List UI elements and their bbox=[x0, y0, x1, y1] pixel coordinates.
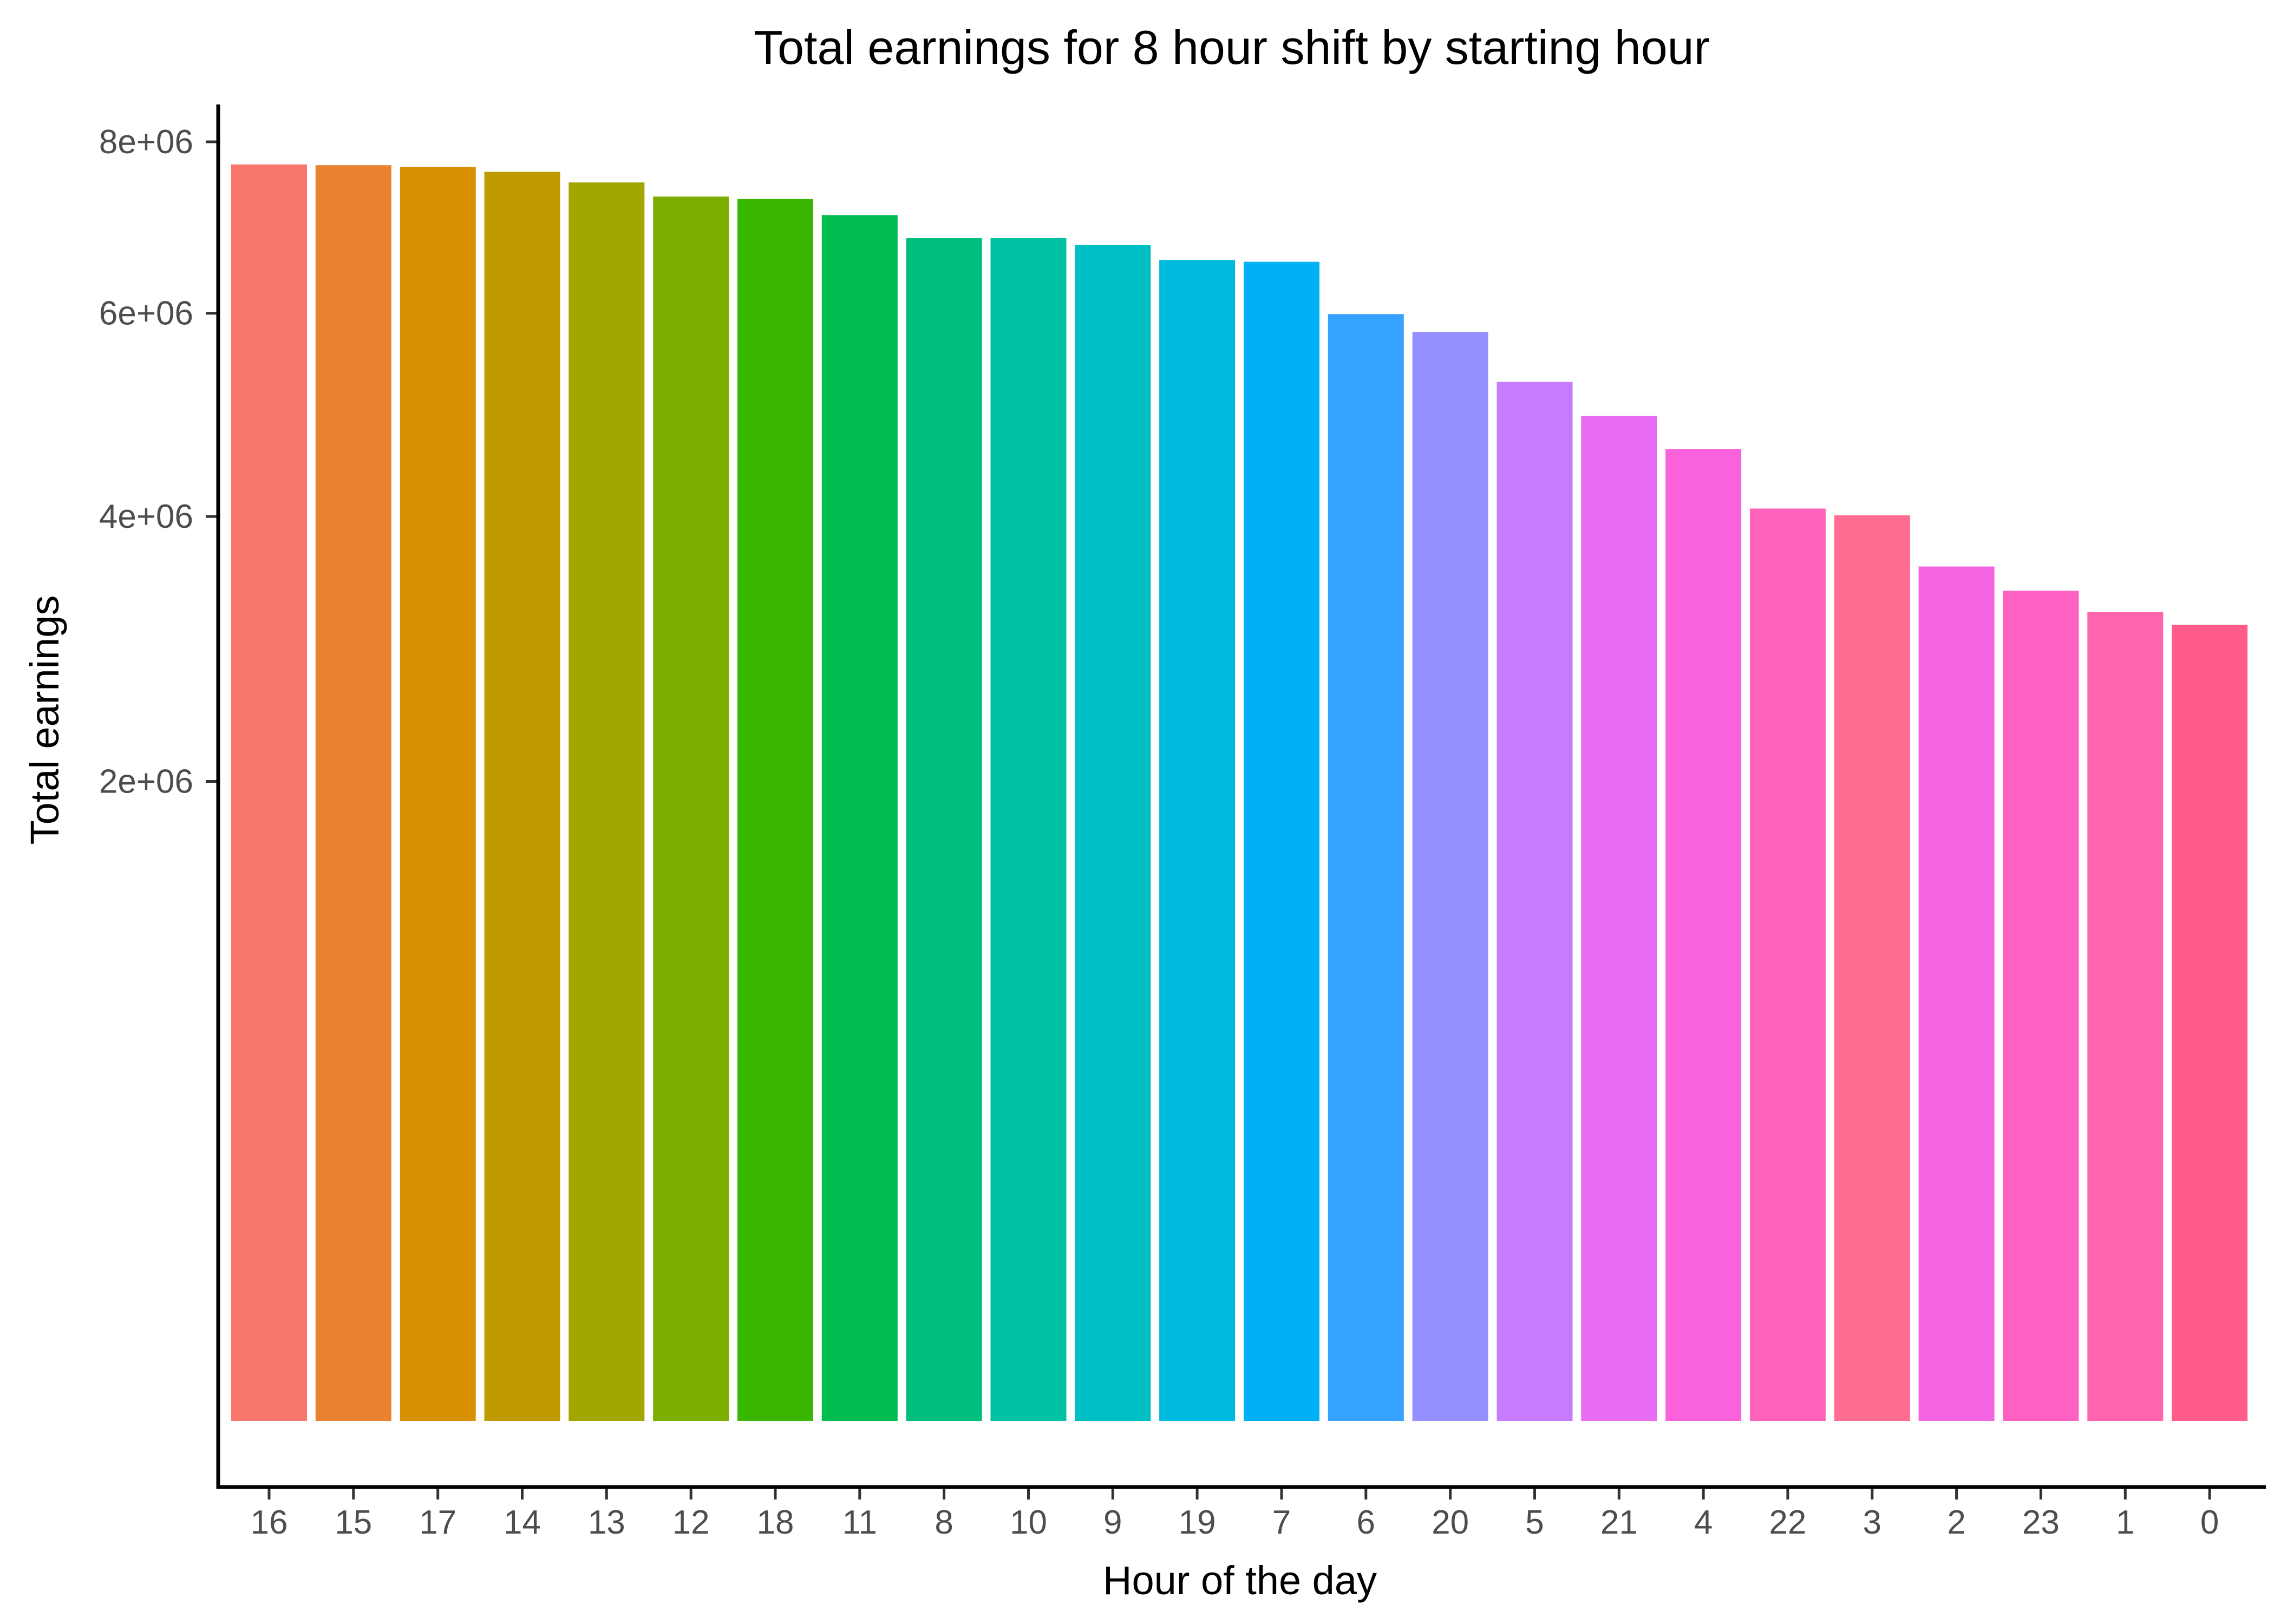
bar-hour-21 bbox=[1581, 416, 1657, 1421]
y-axis-ticks: 2e+06 4e+06 6e+06 8e+06 bbox=[99, 123, 217, 801]
bar-hour-14 bbox=[484, 172, 560, 1421]
x-tick-label: 20 bbox=[1432, 1504, 1469, 1541]
y-axis-title: Total earnings bbox=[22, 595, 67, 845]
bar-hour-2 bbox=[1918, 566, 1995, 1421]
bar-hour-5 bbox=[1497, 382, 1573, 1421]
bar-hour-4 bbox=[1665, 449, 1742, 1421]
bar-hour-3 bbox=[1834, 515, 1910, 1421]
y-tick-label: 8e+06 bbox=[99, 123, 193, 161]
bar-hour-8 bbox=[906, 238, 982, 1421]
x-tick-label: 7 bbox=[1272, 1504, 1291, 1541]
x-tick-label: 5 bbox=[1525, 1504, 1544, 1541]
y-tick-label: 6e+06 bbox=[99, 295, 193, 332]
bar-hour-22 bbox=[1749, 508, 1826, 1421]
x-tick-label: 0 bbox=[2200, 1504, 2219, 1541]
bar-hour-0 bbox=[2172, 625, 2248, 1421]
bar-hour-7 bbox=[1244, 261, 1319, 1421]
x-axis-title: Hour of the day bbox=[1103, 1558, 1377, 1603]
y-tick-label: 4e+06 bbox=[99, 498, 193, 535]
x-tick-label: 3 bbox=[1863, 1504, 1881, 1541]
bar-hour-13 bbox=[568, 182, 645, 1421]
x-tick-label: 4 bbox=[1694, 1504, 1713, 1541]
x-tick-label: 14 bbox=[504, 1504, 541, 1541]
bar-hour-20 bbox=[1412, 332, 1488, 1421]
x-tick-label: 22 bbox=[1769, 1504, 1806, 1541]
x-tick-label: 1 bbox=[2116, 1504, 2134, 1541]
x-tick-label: 11 bbox=[842, 1504, 877, 1541]
x-tick-label: 9 bbox=[1103, 1504, 1122, 1541]
x-tick-label: 6 bbox=[1357, 1504, 1375, 1541]
bar-hour-17 bbox=[400, 167, 476, 1422]
bar-hour-12 bbox=[653, 197, 729, 1421]
x-axis-ticks: 16 15 17 14 13 12 18 11 8 10 9 19 7 6 20 5 21 4 22 3 2 23 1 0 bbox=[251, 1489, 2219, 1541]
x-tick-label: 12 bbox=[672, 1504, 710, 1541]
bar-hour-19 bbox=[1159, 260, 1236, 1421]
x-tick-label: 18 bbox=[757, 1504, 794, 1541]
x-tick-label: 15 bbox=[335, 1504, 372, 1541]
x-tick-label: 21 bbox=[1600, 1504, 1638, 1541]
x-tick-label: 19 bbox=[1179, 1504, 1216, 1541]
bar-hour-1 bbox=[2087, 612, 2164, 1421]
bar-hour-9 bbox=[1075, 245, 1151, 1421]
x-tick-label: 2 bbox=[1947, 1504, 1965, 1541]
bar-hour-18 bbox=[737, 199, 813, 1422]
x-tick-label: 17 bbox=[419, 1504, 456, 1541]
x-tick-label: 13 bbox=[588, 1504, 625, 1541]
chart-title: Total earnings for 8 hour shift by start… bbox=[754, 21, 1710, 74]
bar-hour-10 bbox=[990, 238, 1067, 1421]
y-tick-label: 2e+06 bbox=[99, 763, 193, 801]
bar-hour-16 bbox=[231, 164, 307, 1422]
bar-hour-23 bbox=[2003, 591, 2079, 1421]
x-tick-label: 16 bbox=[251, 1504, 288, 1541]
bar-hour-11 bbox=[821, 215, 898, 1421]
x-tick-label: 23 bbox=[2022, 1504, 2060, 1541]
bar-hour-6 bbox=[1328, 314, 1404, 1421]
x-tick-label: 8 bbox=[935, 1504, 953, 1541]
x-tick-label: 10 bbox=[1010, 1504, 1047, 1541]
bar-hour-15 bbox=[315, 165, 391, 1422]
bar-series bbox=[231, 164, 2248, 1422]
